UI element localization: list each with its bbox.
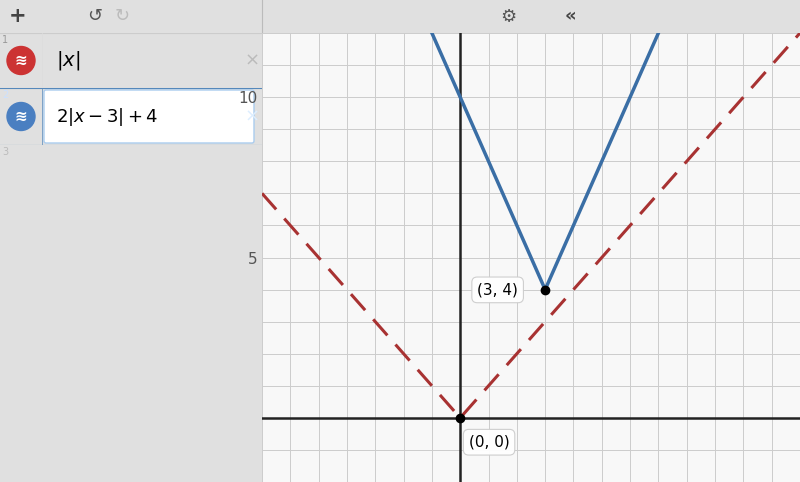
Text: (3, 4): (3, 4)	[477, 282, 518, 297]
Text: ↻: ↻	[114, 8, 130, 26]
Text: ↺: ↺	[87, 8, 102, 26]
Text: ×: ×	[245, 107, 259, 125]
Text: 1: 1	[2, 35, 8, 45]
Text: $2|x-3|+4$: $2|x-3|+4$	[56, 106, 158, 128]
Text: $|x|$: $|x|$	[56, 49, 80, 72]
Text: «: «	[564, 8, 576, 26]
Text: ≋: ≋	[14, 53, 27, 68]
Text: 2: 2	[2, 90, 8, 100]
Circle shape	[7, 103, 35, 131]
Text: ×: ×	[245, 52, 259, 69]
Text: +: +	[9, 6, 27, 27]
Text: (0, 0): (0, 0)	[469, 435, 510, 450]
Circle shape	[7, 46, 35, 75]
Text: ≋: ≋	[14, 109, 27, 124]
Text: ⚙: ⚙	[500, 8, 516, 26]
Text: 3: 3	[2, 147, 8, 157]
FancyBboxPatch shape	[44, 90, 254, 143]
